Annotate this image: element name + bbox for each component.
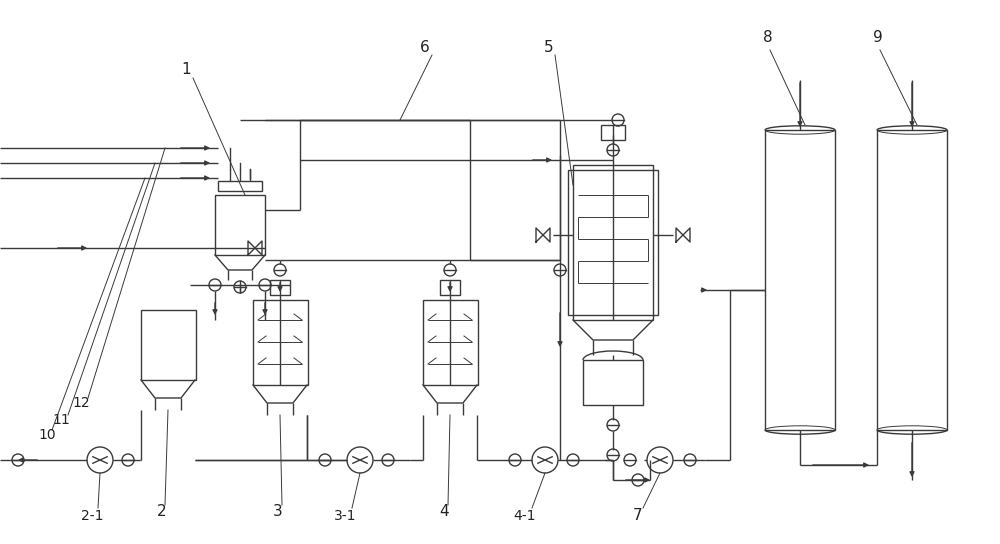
Circle shape [87,447,113,473]
Text: 2: 2 [157,504,167,520]
Bar [568,170,658,315]
Text: 5: 5 [544,40,554,55]
Text: 11: 11 [52,413,70,427]
Text: 12: 12 [72,396,90,410]
Bar [573,165,653,320]
Text: 2-1: 2-1 [81,509,103,523]
Circle shape [532,447,558,473]
Bar [583,360,643,405]
Text: 10: 10 [38,428,56,442]
Bar [218,181,262,191]
Bar [440,280,460,295]
Bar [877,130,947,430]
Bar [423,300,478,385]
Text: 3-1: 3-1 [334,509,356,523]
Text: 4: 4 [439,504,449,520]
Text: 9: 9 [873,30,883,46]
Text: 3: 3 [273,504,283,520]
Bar [765,130,835,430]
Circle shape [347,447,373,473]
Bar [141,310,196,380]
Bar [270,280,290,295]
Text: 8: 8 [763,30,773,46]
Text: 4-1: 4-1 [514,509,536,523]
Text: 1: 1 [181,63,191,77]
Bar [601,125,625,140]
Circle shape [647,447,673,473]
Text: 7: 7 [633,509,643,523]
Bar [253,300,308,385]
Bar [215,195,265,255]
Text: 6: 6 [420,40,430,55]
